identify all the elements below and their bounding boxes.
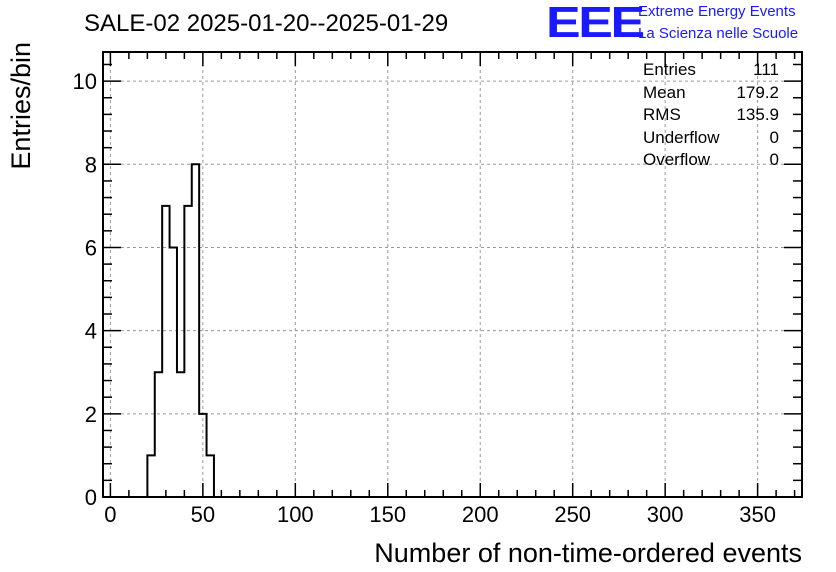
logo-subtitle-line2: La Scienza nelle Scuole — [638, 25, 799, 42]
y-tick-label: 0 — [85, 485, 97, 510]
logo-subtitle-line1: Extreme Energy Events — [638, 3, 796, 20]
stat-row-underflow: Underflow 0 — [643, 128, 779, 151]
stat-label: Underflow — [643, 127, 720, 147]
plot-frame — [102, 51, 803, 498]
histogram-line — [110, 163, 777, 498]
stats-box: Entries 111 Mean 179.2 RMS 135.9 Underfl… — [643, 60, 779, 173]
y-tick-label: 6 — [85, 235, 97, 260]
x-tick-label: 150 — [369, 502, 406, 527]
eee-logo: EEE — [546, 0, 645, 47]
stat-row-entries: Entries 111 — [643, 60, 779, 83]
stat-label: Mean — [643, 82, 686, 102]
stat-row-mean: Mean 179.2 — [643, 83, 779, 106]
stat-label: Overflow — [643, 150, 711, 169]
x-axis-label: Number of non-time-ordered events — [374, 538, 802, 568]
y-tick-label: 8 — [85, 152, 97, 177]
y-tick-label: 2 — [85, 402, 97, 427]
y-tick-label: 4 — [85, 319, 97, 344]
x-tick-label: 0 — [104, 502, 116, 527]
y-axis-label: Entries/bin — [6, 42, 36, 170]
x-tick-label: 300 — [647, 502, 684, 527]
stat-label: RMS — [643, 105, 681, 124]
x-tick-label: 350 — [739, 502, 776, 527]
x-tick-label: 200 — [462, 502, 499, 527]
x-tick-label: 50 — [191, 502, 215, 527]
x-tick-label: 100 — [277, 502, 314, 527]
stat-value: 179.2 — [736, 82, 779, 102]
stat-value: 0 — [769, 127, 779, 147]
x-tick-label: 250 — [554, 502, 591, 527]
stat-row-overflow: Overflow 0 — [643, 150, 779, 173]
histogram-series — [110, 163, 777, 498]
chart-title: SALE-02 2025-01-20--2025-01-29 — [84, 10, 449, 37]
stat-row-rms: RMS 135.9 — [643, 105, 779, 128]
stat-value: 111 — [753, 60, 779, 79]
x-axis: 0 50 100 150 200 250 300 350 — [104, 52, 796, 527]
y-tick-label: 10 — [73, 69, 97, 94]
stat-value: 0 — [769, 150, 779, 169]
stat-label: Entries — [643, 60, 696, 79]
stat-value: 135.9 — [736, 105, 779, 124]
y-axis: 0 2 4 6 8 10 — [73, 63, 802, 510]
